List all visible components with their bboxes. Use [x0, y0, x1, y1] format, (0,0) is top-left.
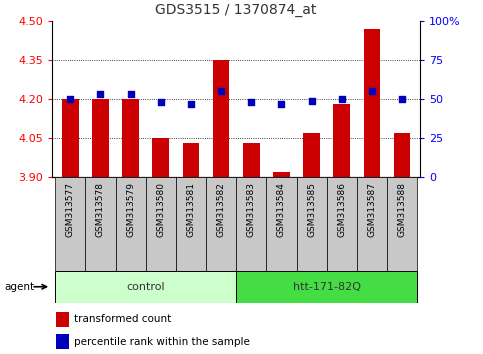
Bar — [183, 143, 199, 177]
Point — [127, 92, 134, 97]
Bar — [115, 177, 146, 271]
Text: GSM313584: GSM313584 — [277, 182, 286, 236]
Point — [368, 88, 376, 94]
Bar — [55, 177, 85, 271]
Point — [217, 88, 225, 94]
Text: GSM313586: GSM313586 — [337, 182, 346, 237]
Text: GSM313588: GSM313588 — [398, 182, 407, 237]
Bar — [213, 60, 229, 177]
Text: GSM313585: GSM313585 — [307, 182, 316, 237]
Bar — [56, 334, 69, 349]
Bar — [297, 177, 327, 271]
Text: htt-171-82Q: htt-171-82Q — [293, 282, 361, 292]
Bar — [236, 271, 417, 303]
Bar — [56, 312, 69, 327]
Point — [398, 96, 406, 102]
Bar — [303, 133, 320, 177]
Bar — [85, 177, 115, 271]
Bar — [176, 177, 206, 271]
Title: GDS3515 / 1370874_at: GDS3515 / 1370874_at — [156, 4, 317, 17]
Text: GSM313581: GSM313581 — [186, 182, 196, 237]
Point — [278, 101, 285, 107]
Bar — [327, 177, 357, 271]
Bar — [394, 133, 411, 177]
Text: percentile rank within the sample: percentile rank within the sample — [74, 337, 250, 347]
Text: GSM313583: GSM313583 — [247, 182, 256, 237]
Text: GSM313578: GSM313578 — [96, 182, 105, 237]
Bar — [55, 271, 236, 303]
Text: transformed count: transformed count — [74, 314, 171, 324]
Bar — [122, 99, 139, 177]
Bar — [387, 177, 417, 271]
Text: GSM313587: GSM313587 — [368, 182, 376, 237]
Bar — [266, 177, 297, 271]
Text: GSM313580: GSM313580 — [156, 182, 165, 237]
Bar — [357, 177, 387, 271]
Bar — [273, 172, 290, 177]
Text: control: control — [127, 282, 165, 292]
Bar — [364, 29, 380, 177]
Bar — [92, 99, 109, 177]
Text: agent: agent — [5, 282, 35, 292]
Point — [97, 92, 104, 97]
Bar — [153, 138, 169, 177]
Bar — [243, 143, 259, 177]
Point — [66, 96, 74, 102]
Bar — [62, 99, 79, 177]
Bar — [236, 177, 266, 271]
Text: GSM313579: GSM313579 — [126, 182, 135, 237]
Text: GSM313582: GSM313582 — [216, 182, 226, 236]
Point — [247, 99, 255, 105]
Bar — [206, 177, 236, 271]
Point — [338, 96, 346, 102]
Text: GSM313577: GSM313577 — [66, 182, 75, 237]
Point — [157, 99, 165, 105]
Point — [187, 101, 195, 107]
Point — [308, 98, 315, 103]
Bar — [146, 177, 176, 271]
Bar — [333, 104, 350, 177]
